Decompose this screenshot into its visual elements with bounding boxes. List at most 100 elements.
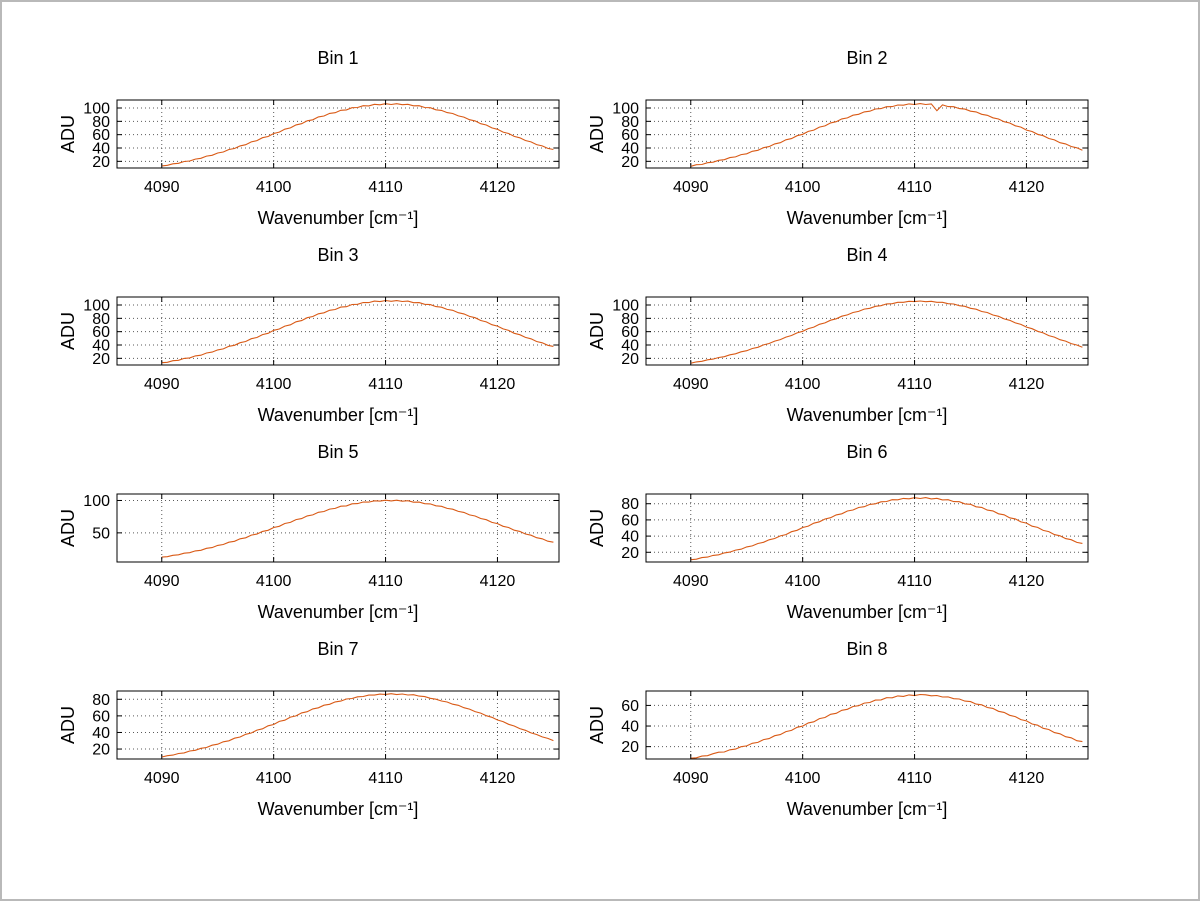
plot-title: Bin 1	[317, 48, 358, 68]
axes-box	[645, 99, 1089, 169]
y-tick-label: 20	[92, 154, 110, 171]
plot-title: Bin 5	[317, 442, 358, 462]
subplot-bin-1: Bin 1 4090 4100 4110 4120 20 40 60 80 100 Wavenumb…	[2, 32, 567, 234]
y-tick-label: 80	[92, 692, 110, 709]
x-tick-label: 4100	[256, 179, 292, 196]
y-tick-label: 40	[621, 338, 639, 355]
spectrum-line	[161, 499, 554, 558]
subplot-bin-2: Bin 2 4090 4100 4110 4120 20 40 60 80 100 Wavenumb…	[531, 32, 1096, 234]
x-axis-label: Wavenumber [cm⁻¹]	[258, 799, 419, 819]
subplot-bin-4: Bin 4 4090 4100 4110 4120 20 40 60 80 100 Wavenumb…	[531, 229, 1096, 431]
x-tick-label: 4090	[673, 179, 709, 196]
y-tick-label: 40	[621, 719, 639, 736]
tick-marks	[117, 691, 559, 759]
x-tick-label: 4100	[256, 770, 292, 787]
plot-grid	[646, 691, 1088, 759]
x-axis-label: Wavenumber [cm⁻¹]	[258, 405, 419, 425]
y-axis-label: ADU	[587, 312, 607, 350]
plot-grid	[117, 100, 559, 168]
spectrum-line	[161, 299, 554, 364]
x-tick-label: 4120	[480, 770, 516, 787]
x-tick-label: 4100	[256, 376, 292, 393]
subplot-bin-8: Bin 8 4090 4100 4110 4120 20 40 60 Wavenumber [c…	[531, 623, 1096, 825]
plot-grid	[117, 297, 559, 365]
x-tick-label: 4090	[144, 179, 180, 196]
x-tick-label: 4120	[480, 573, 516, 590]
x-tick-label: 4110	[897, 179, 932, 196]
y-tick-label: 40	[92, 338, 110, 355]
y-tick-label: 20	[92, 742, 110, 759]
x-tick-label: 4090	[144, 573, 180, 590]
x-tick-label: 4110	[897, 770, 932, 787]
y-tick-label: 50	[92, 525, 110, 542]
x-tick-label: 4090	[673, 376, 709, 393]
y-tick-label: 60	[621, 698, 639, 715]
tick-marks	[117, 297, 559, 365]
y-tick-label: 20	[621, 739, 639, 756]
y-axis-label: ADU	[587, 509, 607, 547]
axes-box	[645, 296, 1089, 366]
x-tick-label: 4090	[673, 770, 709, 787]
y-tick-label: 80	[92, 311, 110, 328]
y-tick-label: 60	[92, 708, 110, 725]
y-tick-label: 100	[612, 101, 639, 118]
y-tick-label: 40	[92, 141, 110, 158]
spectrum-line	[690, 103, 1083, 167]
x-axis-label: Wavenumber [cm⁻¹]	[258, 602, 419, 622]
plot-title: Bin 7	[317, 639, 358, 659]
x-tick-label: 4100	[785, 376, 821, 393]
x-tick-label: 4090	[144, 770, 180, 787]
y-tick-label: 80	[621, 114, 639, 131]
y-axis-label: ADU	[587, 706, 607, 744]
x-tick-label: 4110	[897, 376, 932, 393]
plot-title: Bin 6	[846, 442, 887, 462]
spectrum-line	[690, 497, 1083, 561]
axes-box	[116, 493, 560, 563]
tick-marks	[117, 494, 559, 562]
plot-canvas-bin-8: Bin 8 4090 4100 4110 4120 20 40 60 Wavenumber [c…	[587, 639, 1089, 819]
subplot-bin-5: Bin 5 4090 4100 4110 4120 50 100 Wavenumber [cm…	[2, 426, 567, 628]
plot-title: Bin 8	[846, 639, 887, 659]
plot-title: Bin 4	[846, 245, 887, 265]
y-tick-label: 60	[621, 512, 639, 529]
y-tick-label: 20	[621, 545, 639, 562]
y-axis-label: ADU	[58, 706, 78, 744]
x-tick-label: 4100	[256, 573, 292, 590]
x-tick-label: 4110	[368, 179, 403, 196]
y-tick-label: 100	[83, 298, 110, 315]
tick-marks	[117, 100, 559, 168]
y-axis-label: ADU	[58, 115, 78, 153]
y-tick-label: 40	[621, 529, 639, 546]
x-tick-label: 4120	[480, 179, 516, 196]
x-tick-label: 4120	[480, 376, 516, 393]
y-tick-label: 60	[621, 324, 639, 341]
x-tick-label: 4110	[368, 770, 403, 787]
tick-marks	[646, 100, 1088, 168]
spectrum-line	[161, 103, 554, 167]
x-axis-label: Wavenumber [cm⁻¹]	[258, 208, 419, 228]
y-tick-label: 100	[612, 298, 639, 315]
axes-box	[645, 493, 1089, 563]
plot-canvas-bin-5: Bin 5 4090 4100 4110 4120 50 100 Wavenumber [cm…	[58, 442, 560, 622]
x-axis-label: Wavenumber [cm⁻¹]	[787, 405, 948, 425]
x-axis-label: Wavenumber [cm⁻¹]	[787, 208, 948, 228]
plot-grid	[646, 100, 1088, 168]
x-tick-label: 4120	[1009, 573, 1045, 590]
x-axis-label: Wavenumber [cm⁻¹]	[787, 602, 948, 622]
y-axis-label: ADU	[58, 509, 78, 547]
x-tick-label: 4110	[897, 573, 932, 590]
y-tick-label: 80	[621, 311, 639, 328]
subplot-bin-6: Bin 6 4090 4100 4110 4120 20 40 60 80 Wavenumber …	[531, 426, 1096, 628]
x-tick-label: 4100	[785, 573, 821, 590]
y-tick-label: 60	[621, 127, 639, 144]
y-axis-label: ADU	[58, 312, 78, 350]
x-tick-label: 4120	[1009, 179, 1045, 196]
axes-box	[116, 296, 560, 366]
y-tick-label: 20	[621, 154, 639, 171]
tick-marks	[646, 494, 1088, 562]
plot-title: Bin 2	[846, 48, 887, 68]
